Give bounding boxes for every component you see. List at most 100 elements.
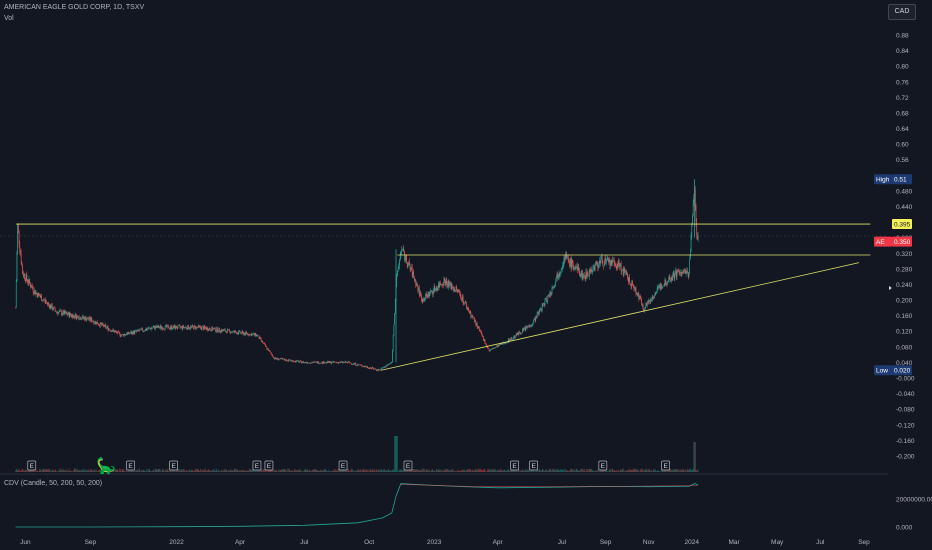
volume-bar <box>219 471 220 472</box>
earnings-marker[interactable] <box>661 460 670 471</box>
volume-bar <box>416 470 418 472</box>
earnings-marker[interactable] <box>510 460 519 471</box>
candle-body <box>368 367 369 369</box>
currency-button[interactable]: CAD <box>888 4 916 20</box>
volume-bar <box>119 471 121 472</box>
volume-bar <box>78 470 79 472</box>
volume-bar <box>488 469 490 472</box>
volume-bar <box>432 469 434 472</box>
volume-bar <box>78 469 80 472</box>
candle-body <box>488 348 489 349</box>
earnings-marker[interactable] <box>598 460 608 471</box>
candle-body <box>20 253 22 263</box>
volume-bar <box>385 471 386 472</box>
volume-bar <box>107 471 109 472</box>
volume-bar <box>608 471 609 472</box>
candle-body <box>284 358 285 361</box>
candle-body <box>142 328 143 331</box>
candle-body <box>606 258 608 260</box>
volume-bar <box>491 468 493 472</box>
earnings-marker[interactable] <box>169 460 178 471</box>
candle-body <box>169 328 170 329</box>
volume-bar <box>451 469 453 472</box>
earnings-marker[interactable] <box>264 460 274 471</box>
cdv-series-line <box>400 484 699 487</box>
earnings-marker[interactable] <box>529 460 538 471</box>
tradingview-logo-icon[interactable]: 🦕 <box>96 458 116 475</box>
candle-body <box>693 194 695 205</box>
candle-body <box>407 262 409 268</box>
candle-body <box>476 322 477 326</box>
volume-bar <box>92 470 93 472</box>
candle-body <box>583 275 585 277</box>
earnings-marker[interactable] <box>252 460 262 471</box>
volume-bar <box>198 469 199 472</box>
candle-body <box>461 299 462 301</box>
volume-bar <box>66 468 68 472</box>
candle-body <box>418 287 420 296</box>
volume-bar <box>593 470 594 472</box>
volume-bar <box>183 469 184 472</box>
volume-bar <box>202 470 204 472</box>
volume-bar <box>670 469 672 472</box>
candle-body <box>512 338 513 340</box>
candle-body <box>426 293 427 297</box>
y-tick-label: 0.84 <box>896 48 909 55</box>
earnings-marker-label: E <box>171 463 176 470</box>
candle-body <box>265 344 266 347</box>
y-tick-label: 0.440 <box>896 204 913 211</box>
indicator-label[interactable]: CDV (Candle, 50, 200, 50, 200) <box>4 480 103 487</box>
earnings-marker[interactable] <box>126 460 135 471</box>
candle-body <box>457 290 459 293</box>
volume-bar <box>324 468 326 472</box>
earnings-marker[interactable] <box>27 460 37 471</box>
earnings-marker[interactable] <box>338 460 348 471</box>
trend-line[interactable] <box>381 262 860 371</box>
candle-body <box>328 361 330 363</box>
candle-body <box>285 359 287 361</box>
earnings-marker-label: E <box>531 463 536 470</box>
volume-bar <box>680 469 681 472</box>
candle-body <box>628 277 630 282</box>
candle-body <box>174 325 176 329</box>
volume-bar <box>351 468 352 472</box>
volume-bar <box>243 470 245 472</box>
candle-body <box>97 324 99 325</box>
volume-bar <box>246 470 247 472</box>
volume-bar <box>143 469 145 472</box>
volume-bar <box>320 471 322 472</box>
candle-body <box>639 295 641 297</box>
volume-bar <box>16 469 18 472</box>
volume-bar <box>298 470 299 472</box>
candle-body <box>240 332 242 334</box>
volume-bar <box>132 470 134 472</box>
volume-bar <box>176 469 178 472</box>
volume-bar <box>318 470 319 472</box>
volume-bar <box>52 470 54 472</box>
candle-body <box>501 343 503 345</box>
candle-body <box>239 330 241 334</box>
volume-bar <box>610 471 612 472</box>
volume-bar <box>404 469 405 472</box>
volume-bar <box>264 469 266 472</box>
candle-body <box>533 319 534 324</box>
volume-bar <box>674 469 676 472</box>
volume-bar <box>366 470 368 472</box>
volume-bar <box>57 471 59 472</box>
volume-bar <box>241 470 242 472</box>
candle-body <box>433 286 435 292</box>
candle-body <box>468 310 470 311</box>
volume-bar <box>466 470 467 472</box>
candle-body <box>82 315 83 319</box>
earnings-marker[interactable] <box>403 460 413 471</box>
candle-body <box>494 347 496 349</box>
volume-bar <box>681 470 683 472</box>
volume-bar <box>520 470 522 472</box>
candle-body <box>466 307 468 309</box>
volume-bar <box>637 469 639 472</box>
volume-bar <box>492 470 494 472</box>
candle-body <box>560 269 562 272</box>
candle-body <box>308 362 309 364</box>
volume-bar <box>652 471 654 472</box>
